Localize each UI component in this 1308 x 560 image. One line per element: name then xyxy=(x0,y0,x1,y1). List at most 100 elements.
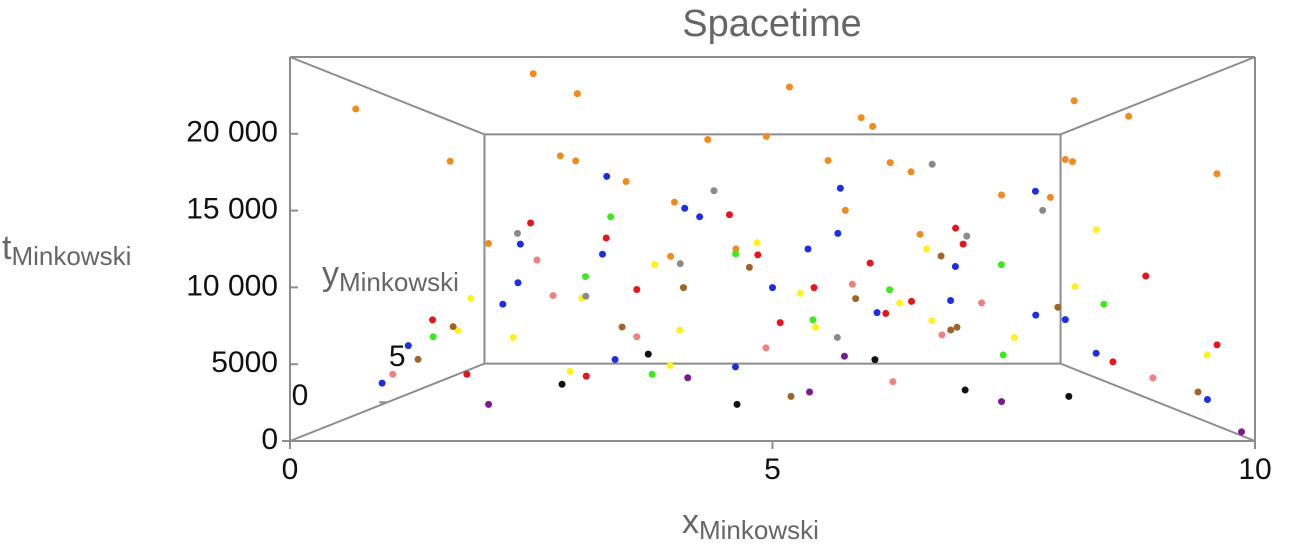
point xyxy=(463,370,471,378)
box-edge xyxy=(1060,362,1256,442)
point xyxy=(352,105,360,113)
point xyxy=(582,372,590,380)
point xyxy=(840,352,848,360)
point xyxy=(731,363,739,371)
point xyxy=(1109,358,1117,366)
point xyxy=(618,323,626,331)
point xyxy=(951,262,959,270)
point xyxy=(923,245,931,253)
point xyxy=(1203,396,1211,404)
point xyxy=(611,356,619,364)
point xyxy=(953,323,961,331)
point xyxy=(648,370,656,378)
point xyxy=(959,240,967,248)
point xyxy=(679,284,687,292)
point xyxy=(429,316,437,324)
point xyxy=(509,333,517,341)
point xyxy=(651,261,659,269)
point xyxy=(602,234,610,242)
box-edge xyxy=(1060,56,1256,136)
y-axis-subscript: Minkowski xyxy=(339,267,459,297)
point xyxy=(810,284,818,292)
point xyxy=(886,159,894,167)
point xyxy=(684,374,692,382)
point xyxy=(644,350,652,358)
point xyxy=(549,292,557,300)
point xyxy=(446,157,454,165)
point xyxy=(848,280,856,288)
point xyxy=(998,398,1006,406)
point xyxy=(622,178,630,186)
point xyxy=(776,319,784,327)
point xyxy=(796,289,804,297)
point xyxy=(824,157,832,165)
point xyxy=(1149,374,1157,382)
point xyxy=(449,323,457,331)
point xyxy=(527,219,535,227)
point xyxy=(533,256,541,264)
point xyxy=(762,132,770,140)
x-axis-label: xMinkowski xyxy=(682,503,819,545)
point xyxy=(733,400,741,408)
point xyxy=(485,400,493,408)
point xyxy=(704,135,712,143)
point xyxy=(1142,272,1150,280)
point xyxy=(762,344,770,352)
point xyxy=(1194,388,1202,396)
point xyxy=(582,292,590,300)
point xyxy=(841,206,849,214)
point xyxy=(871,356,879,364)
point xyxy=(873,309,881,317)
point xyxy=(581,273,589,281)
point xyxy=(978,299,986,307)
point xyxy=(769,284,776,292)
z-tick-label: 10 000 xyxy=(186,269,278,302)
point xyxy=(1010,333,1018,341)
point xyxy=(558,380,566,388)
box xyxy=(289,56,1256,442)
point xyxy=(916,230,924,238)
point xyxy=(681,204,689,212)
point xyxy=(997,261,1005,269)
point xyxy=(908,297,916,305)
z-tick-label: 5000 xyxy=(211,346,278,379)
x-tick-label: 10 xyxy=(1238,453,1271,486)
point xyxy=(1213,341,1221,349)
x-tick-label: 0 xyxy=(282,453,299,486)
point xyxy=(804,245,812,253)
point xyxy=(725,211,733,219)
point xyxy=(886,286,894,294)
ticks: 0 5000 10 000 15 000 20 000 0 5 10 0 5 xyxy=(186,116,1271,486)
point xyxy=(404,342,412,350)
point xyxy=(806,388,814,396)
y-tick-label: 0 xyxy=(292,379,309,412)
point xyxy=(566,367,574,375)
point xyxy=(812,323,820,331)
point xyxy=(667,252,675,260)
point xyxy=(1054,303,1062,311)
point xyxy=(938,331,946,339)
point xyxy=(1068,158,1076,166)
point xyxy=(754,251,762,259)
point xyxy=(1100,300,1108,308)
point xyxy=(1070,97,1078,105)
point xyxy=(857,114,865,122)
point xyxy=(633,286,641,294)
point xyxy=(852,295,860,303)
point xyxy=(429,333,437,341)
point xyxy=(529,70,537,78)
point xyxy=(572,157,580,165)
point xyxy=(732,250,740,258)
point xyxy=(670,198,678,206)
point xyxy=(633,333,641,341)
y-tick-label: 5 xyxy=(389,340,406,373)
point xyxy=(696,213,704,221)
point xyxy=(573,90,581,98)
point xyxy=(834,229,842,237)
point xyxy=(1031,187,1039,195)
point xyxy=(889,378,897,386)
point xyxy=(676,326,684,334)
point xyxy=(1092,349,1100,357)
point xyxy=(787,392,795,400)
